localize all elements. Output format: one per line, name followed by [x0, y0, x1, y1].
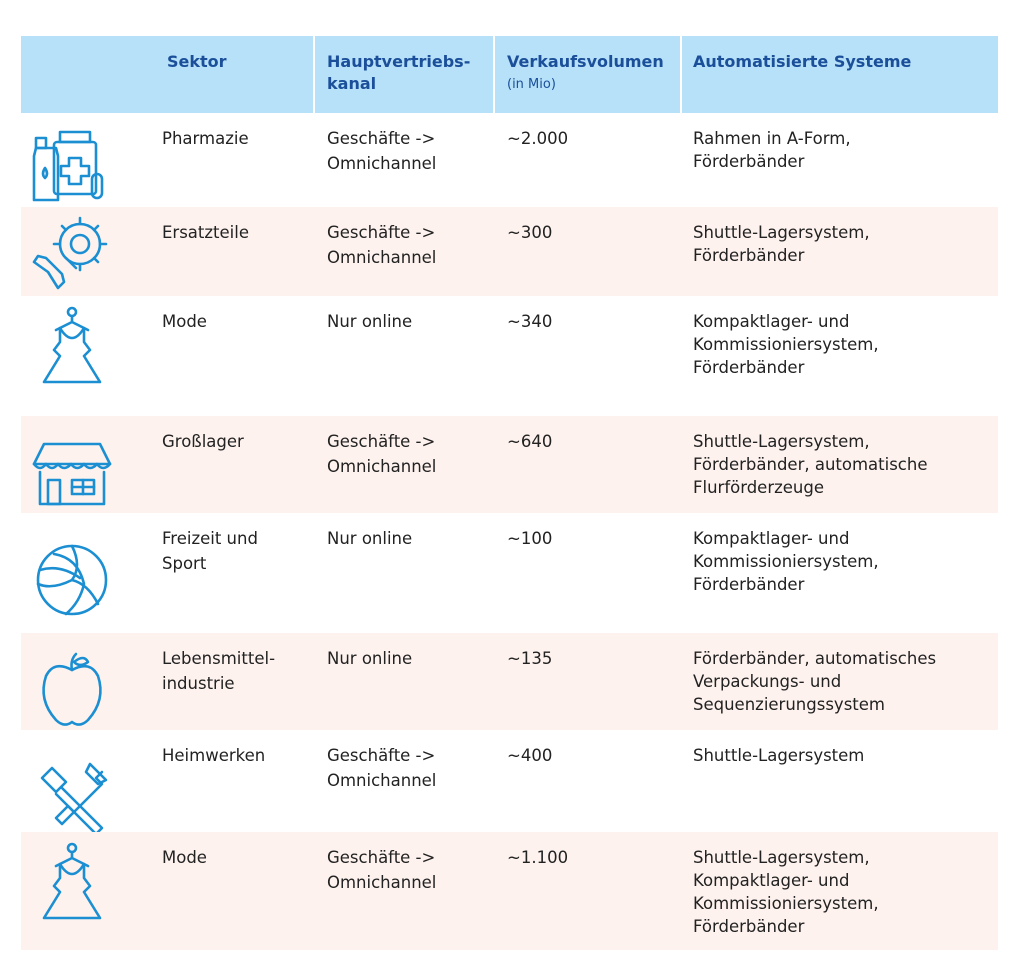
- row-background: [21, 633, 998, 730]
- systems-text: Förderbänder: [693, 152, 805, 171]
- systems-text: Kompaktlager- und: [693, 871, 850, 890]
- sector-text: Sport: [162, 554, 207, 573]
- column-separator: [493, 36, 495, 113]
- header-label: Hauptvertriebs-: [327, 52, 471, 71]
- row-background: [21, 832, 998, 950]
- systems-text: Shuttle-Lagersystem,: [693, 848, 870, 867]
- systems-text: Kommissioniersystem,: [693, 894, 879, 913]
- systems-text: Förderbänder: [693, 358, 805, 377]
- systems-text: Rahmen in A-Form,: [693, 129, 851, 148]
- sector-icon: [32, 212, 112, 292]
- row-background: [21, 416, 998, 513]
- header-label: Verkaufsvolumen: [507, 52, 664, 71]
- channel-text: Geschäfte ->: [327, 746, 436, 765]
- sector-icon: [32, 432, 112, 512]
- systems-text: Sequenzierungssystem: [693, 695, 885, 714]
- systems-text: Kommissioniersystem,: [693, 552, 879, 571]
- channel-text: Geschäfte ->: [327, 223, 436, 242]
- channel-text: Omnichannel: [327, 771, 437, 790]
- systems-text: Förderbänder: [693, 575, 805, 594]
- channel-text: Omnichannel: [327, 457, 437, 476]
- systems-text: Förderbänder: [693, 246, 805, 265]
- systems-text: Förderbänder: [693, 917, 805, 936]
- volume-text: ~2.000: [507, 129, 569, 148]
- volume-text: ~135: [507, 649, 553, 668]
- systems-text: Shuttle-Lagersystem,: [693, 432, 870, 451]
- header-label: Sektor: [167, 52, 227, 71]
- sector-text: industrie: [162, 674, 235, 693]
- header-note: (in Mio): [507, 77, 556, 92]
- channel-text: Omnichannel: [327, 248, 437, 267]
- volume-text: ~100: [507, 529, 553, 548]
- sector-icon: [32, 842, 112, 922]
- table-header: [21, 36, 998, 113]
- channel-text: Omnichannel: [327, 154, 437, 173]
- sector-text: Ersatzteile: [162, 223, 249, 242]
- column-separator: [313, 36, 315, 113]
- sector-icon: [32, 758, 112, 838]
- sector-text: Mode: [162, 848, 207, 867]
- sector-text: Heimwerken: [162, 746, 266, 765]
- channel-text: Geschäfte ->: [327, 432, 436, 451]
- systems-text: Verpackungs- und: [693, 672, 842, 691]
- sector-text: Freizeit und: [162, 529, 258, 548]
- sector-text: Großlager: [162, 432, 244, 451]
- channel-text: Nur online: [327, 312, 413, 331]
- systems-text: Kompaktlager- und: [693, 312, 850, 331]
- volume-text: ~340: [507, 312, 553, 331]
- volume-text: ~400: [507, 746, 553, 765]
- systems-text: Kommissioniersystem,: [693, 335, 879, 354]
- sector-text: Mode: [162, 312, 207, 331]
- header-label: Automatisierte Systeme: [693, 52, 912, 71]
- systems-text: Shuttle-Lagersystem,: [693, 223, 870, 242]
- column-separator: [680, 36, 682, 113]
- sector-text: Pharmazie: [162, 129, 249, 148]
- systems-text: Shuttle-Lagersystem: [693, 746, 865, 765]
- volume-text: ~1.100: [507, 848, 569, 867]
- sector-icon: [32, 124, 112, 204]
- channel-text: Omnichannel: [327, 873, 437, 892]
- systems-text: Förderbänder, automatische: [693, 455, 928, 474]
- sector-icon: [32, 540, 112, 620]
- channel-text: Nur online: [327, 649, 413, 668]
- volume-text: ~640: [507, 432, 553, 451]
- channel-text: Nur online: [327, 529, 413, 548]
- sector-text: Lebensmittel-: [162, 649, 276, 668]
- systems-text: Förderbänder, automatisches: [693, 649, 937, 668]
- systems-text: Flurförderzeuge: [693, 478, 825, 497]
- volume-text: ~300: [507, 223, 553, 242]
- channel-text: Geschäfte ->: [327, 848, 436, 867]
- sector-icon: [32, 650, 112, 730]
- header-label: kanal: [327, 74, 377, 93]
- sector-icon: [32, 306, 112, 386]
- channel-text: Geschäfte ->: [327, 129, 436, 148]
- systems-text: Kompaktlager- und: [693, 529, 850, 548]
- row-background: [21, 207, 998, 296]
